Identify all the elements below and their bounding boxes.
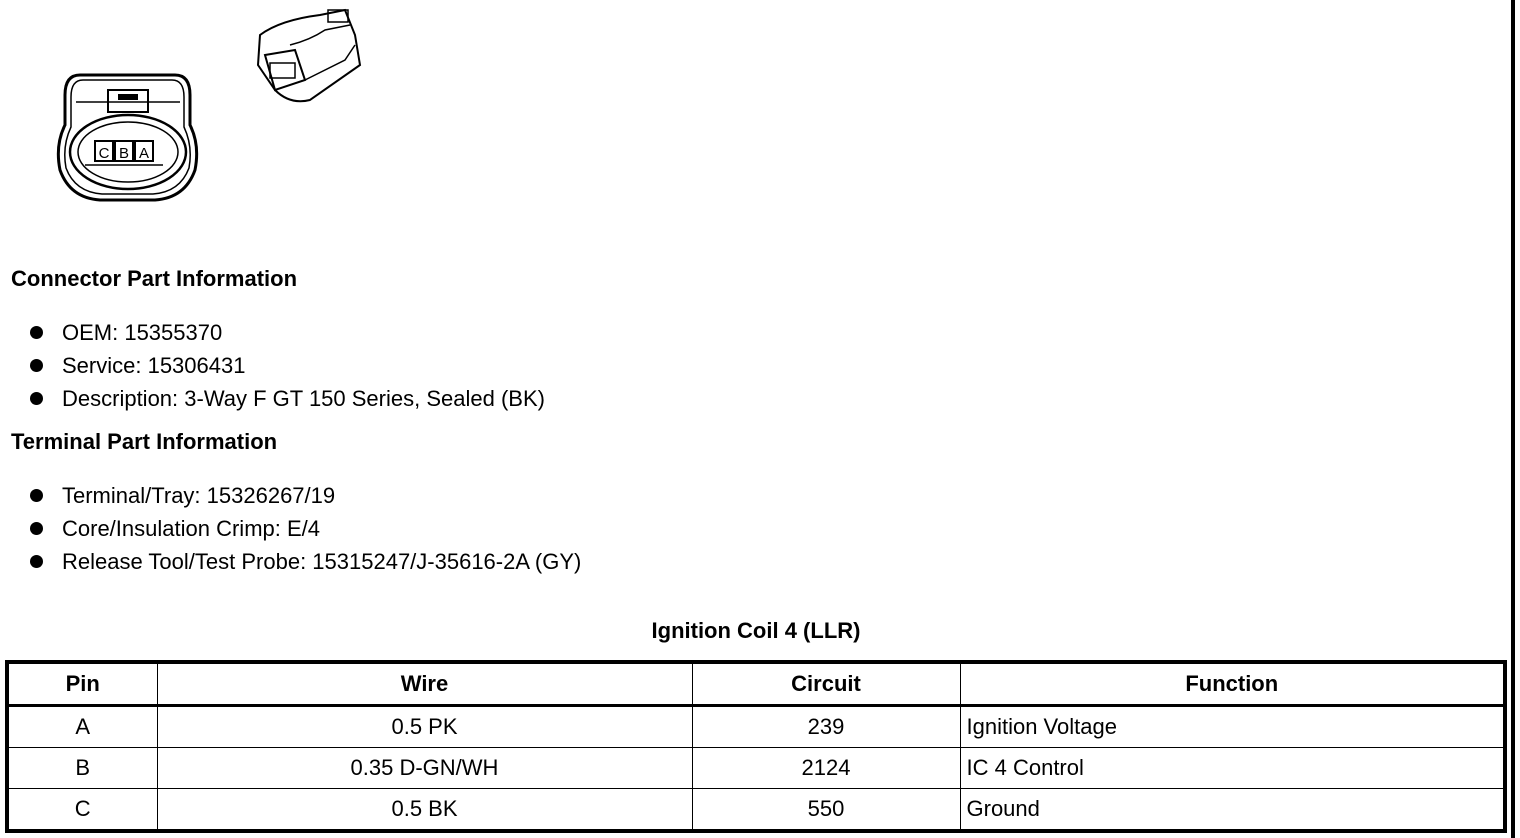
- item-text: Core/Insulation Crimp: E/4: [62, 516, 320, 541]
- terminal-info-list: Terminal/Tray: 15326267/19 Core/Insulati…: [28, 479, 581, 578]
- header-wire: Wire: [156, 661, 693, 707]
- cell-wire: 0.35 D-GN/WH: [156, 747, 693, 789]
- cell-wire: 0.5 PK: [156, 705, 693, 748]
- connector-3d-drawing: [256, 8, 362, 103]
- table-row: C 0.5 BK 550 Ground: [6, 788, 1506, 832]
- item-text: Release Tool/Test Probe: 15315247/J-3561…: [62, 549, 582, 574]
- item-text: Service: 15306431: [62, 353, 246, 378]
- bullet-icon: [30, 522, 43, 535]
- terminal-info-heading: Terminal Part Information: [11, 429, 278, 454]
- item-text: OEM: 15355370: [62, 320, 223, 345]
- bullet-icon: [30, 326, 43, 339]
- pin-label: C: [99, 145, 110, 162]
- list-item: Service: 15306431: [28, 349, 545, 382]
- connector-info-heading: Connector Part Information: [11, 266, 298, 291]
- cell-function: IC 4 Control: [959, 747, 1506, 789]
- cell-function: Ground: [959, 788, 1506, 832]
- header-pin: Pin: [6, 661, 158, 707]
- pinout-table: Pin Wire Circuit Function A 0.5 PK 239 I…: [5, 660, 1507, 833]
- table-row: A 0.5 PK 239 Ignition Voltage: [6, 705, 1506, 748]
- page-border: [1511, 0, 1515, 838]
- bullet-icon: [30, 489, 43, 502]
- list-item: Core/Insulation Crimp: E/4: [28, 512, 581, 545]
- list-item: Release Tool/Test Probe: 15315247/J-3561…: [28, 545, 581, 578]
- pin-label: B: [119, 145, 129, 162]
- table-title: Ignition Coil 4 (LLR): [651, 618, 861, 643]
- cell-pin: B: [6, 747, 158, 789]
- list-item: Description: 3-Way F GT 150 Series, Seal…: [28, 382, 545, 415]
- cell-pin: C: [6, 788, 158, 832]
- header-function: Function: [959, 661, 1506, 707]
- bullet-icon: [30, 392, 43, 405]
- cell-circuit: 239: [691, 705, 961, 748]
- cell-circuit: 2124: [691, 747, 961, 789]
- cell-circuit: 550: [691, 788, 961, 832]
- table-row: B 0.35 D-GN/WH 2124 IC 4 Control: [6, 747, 1506, 789]
- list-item: Terminal/Tray: 15326267/19: [28, 479, 581, 512]
- item-text: Terminal/Tray: 15326267/19: [62, 483, 336, 508]
- cell-function: Ignition Voltage: [959, 705, 1506, 748]
- bullet-icon: [30, 555, 43, 568]
- list-item: OEM: 15355370: [28, 316, 545, 349]
- connector-info-list: OEM: 15355370 Service: 15306431 Descript…: [28, 316, 545, 415]
- header-circuit: Circuit: [691, 661, 961, 707]
- table-header-row: Pin Wire Circuit Function: [6, 661, 1506, 707]
- bullet-icon: [30, 359, 43, 372]
- pin-label: A: [139, 145, 149, 162]
- cell-pin: A: [6, 705, 158, 748]
- item-text: Description: 3-Way F GT 150 Series, Seal…: [62, 386, 545, 411]
- connector-face-drawing: C B A: [56, 73, 199, 202]
- cell-wire: 0.5 BK: [156, 788, 693, 832]
